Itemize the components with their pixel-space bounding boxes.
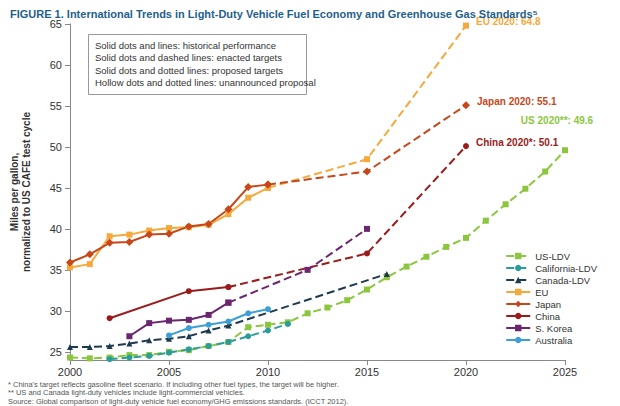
svg-text:25: 25: [50, 346, 62, 358]
svg-text:Japan: Japan: [535, 299, 561, 310]
svg-text:FIGURE 1. International Trends: FIGURE 1. International Trends in Light-…: [10, 8, 538, 20]
svg-text:45: 45: [50, 182, 62, 194]
svg-text:2000: 2000: [58, 366, 82, 378]
svg-text:60: 60: [50, 59, 62, 71]
svg-text:EU 2020: 64.8: EU 2020: 64.8: [476, 16, 541, 28]
svg-text:** US and Canada light-duty ve: ** US and Canada light-duty vehicles inc…: [8, 388, 245, 397]
svg-text:50: 50: [50, 141, 62, 153]
svg-text:Miles per gallon,: Miles per gallon,: [9, 153, 20, 232]
svg-text:US-LDV: US-LDV: [535, 251, 571, 262]
svg-text:S. Korea: S. Korea: [535, 323, 573, 334]
svg-text:normalized to US CAFE test cyc: normalized to US CAFE test cycle: [21, 112, 32, 272]
svg-text:40: 40: [50, 223, 62, 235]
svg-text:35: 35: [50, 264, 62, 276]
svg-text:Australia: Australia: [535, 335, 573, 346]
svg-text:China: China: [535, 311, 561, 322]
svg-text:China 2020*: 50.1: China 2020*: 50.1: [476, 137, 559, 148]
svg-text:Hollow dots and dotted lines:: Hollow dots and dotted lines: unannounce…: [95, 77, 316, 88]
svg-text:Solid dots and dashed lines: e: Solid dots and dashed lines: enacted tar…: [95, 52, 282, 63]
svg-text:Solid dots and lines: historic: Solid dots and lines: historical perform…: [95, 40, 276, 51]
svg-text:California-LDV: California-LDV: [535, 263, 597, 274]
svg-text:Japan 2020: 55.1: Japan 2020: 55.1: [477, 96, 557, 107]
svg-text:55: 55: [50, 100, 62, 112]
svg-text:2025: 2025: [553, 366, 577, 378]
svg-text:Source: Global comparison of l: Source: Global comparison of light-duty …: [8, 397, 348, 406]
svg-text:2020: 2020: [454, 366, 478, 378]
svg-text:2010: 2010: [256, 366, 280, 378]
svg-text:65: 65: [50, 18, 62, 30]
svg-text:EU: EU: [535, 287, 548, 298]
svg-text:2015: 2015: [355, 366, 379, 378]
svg-text:Canada-LDV: Canada-LDV: [535, 275, 591, 286]
svg-text:Solid dots and dotted lines: p: Solid dots and dotted lines: proposed ta…: [95, 65, 283, 76]
svg-text:US 2020**: 49.6: US 2020**: 49.6: [521, 115, 594, 126]
svg-text:* China's target reflects gaso: * China's target reflects gasoline fleet…: [8, 380, 339, 389]
svg-text:30: 30: [50, 305, 62, 317]
svg-text:2005: 2005: [157, 366, 181, 378]
